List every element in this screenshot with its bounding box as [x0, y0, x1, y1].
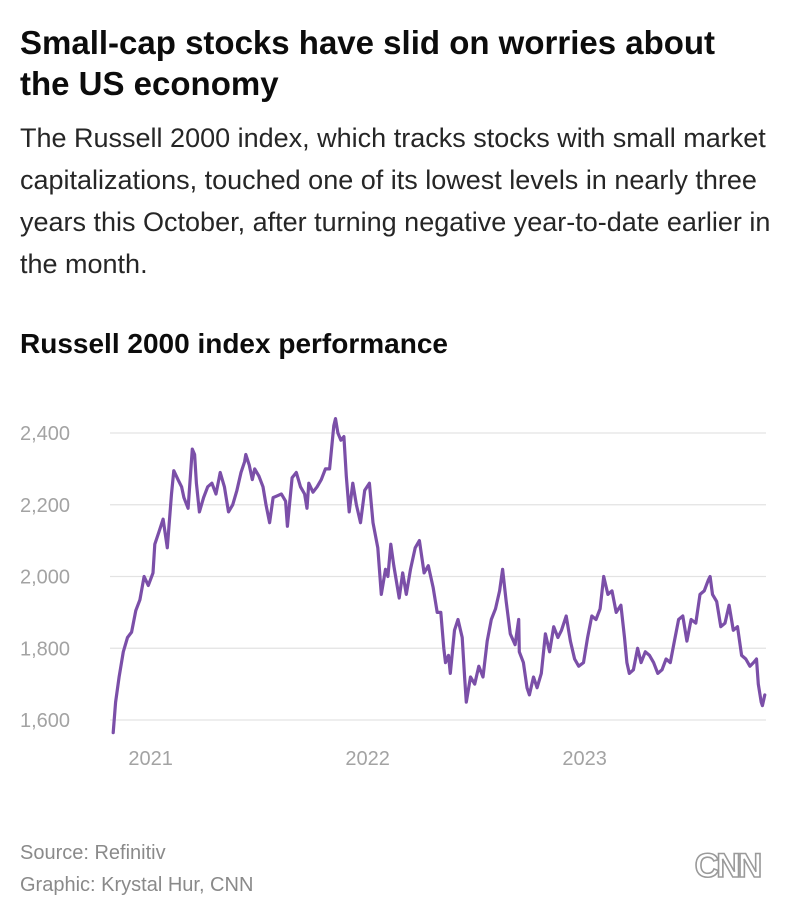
y-tick-label: 2,400: [20, 423, 70, 445]
x-tick-label: 2022: [345, 748, 390, 770]
gridlines: [110, 432, 766, 721]
y-tick-label: 2,000: [20, 567, 70, 589]
cnn-logo: CNN: [694, 848, 764, 884]
series-layer: [111, 417, 767, 735]
x-tick-label: 2023: [562, 748, 607, 770]
subheadline: The Russell 2000 index, which tracks sto…: [20, 123, 771, 279]
x-axis-tick-labels: 2021 2022 2023: [128, 748, 607, 770]
source-note: Source: Refinitiv: [20, 842, 166, 864]
series-line: [111, 417, 767, 735]
x-tick-label: 2021: [128, 748, 173, 770]
headline: Small-cap stocks have slid on worries ab…: [20, 24, 716, 102]
chart-title: Russell 2000 index performance: [20, 328, 448, 359]
y-tick-label: 2,200: [20, 495, 70, 517]
cnn-logo-text: CNN: [695, 848, 761, 884]
y-axis-tick-labels: 1,600 1,800 2,000 2,200 2,400: [20, 423, 70, 732]
graphic-credit: Graphic: Krystal Hur, CNN: [20, 874, 254, 896]
y-tick-label: 1,800: [20, 638, 70, 660]
y-tick-label: 1,600: [20, 710, 70, 732]
